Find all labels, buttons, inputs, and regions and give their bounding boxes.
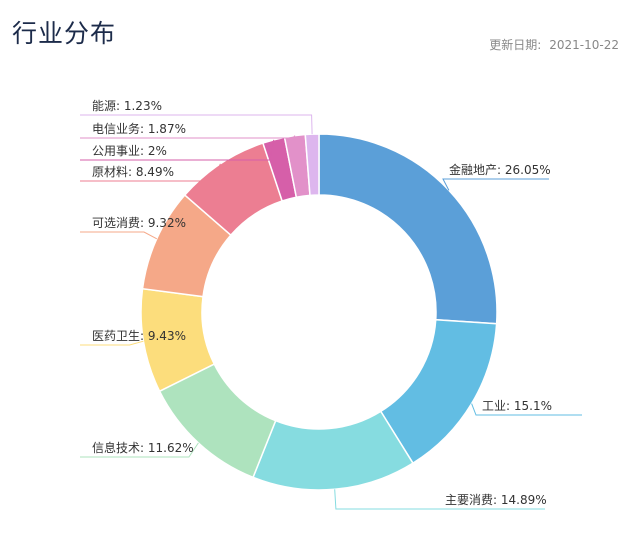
slice-label-6: 可选消费: 9.32% [92, 216, 186, 230]
slice-label-1: 金融地产: 26.05% [449, 162, 551, 177]
leader-line-9 [80, 135, 296, 139]
slice-label-8: 公用事业: 2% [92, 144, 167, 158]
donut-slice-10[interactable] [304, 133, 320, 197]
slice-label-9: 电信业务: 1.87% [92, 121, 186, 136]
slice-label-10: 能源: 1.23% [92, 99, 162, 113]
update-info: 更新日期: 2021-10-22 [489, 36, 619, 53]
leader-line-3 [334, 489, 545, 510]
leader-line-7 [80, 163, 221, 182]
leader-line-5 [80, 340, 144, 346]
leader-line-6 [80, 231, 158, 240]
update-date-label: 更新日期: [489, 38, 542, 52]
leader-line-1 [442, 178, 549, 191]
leader-line-10 [80, 114, 313, 135]
slice-label-3: 主要消费: 14.89% [445, 493, 547, 507]
slice-label-7: 原材料: 8.49% [92, 165, 174, 179]
leader-line-2 [471, 403, 582, 416]
page-title: 行业分布 [12, 19, 117, 48]
slice-label-4: 信息技术: 11.62% [92, 440, 194, 455]
donut-slice-1[interactable] [318, 133, 498, 325]
leader-line-4 [80, 442, 199, 458]
leader-line-8 [80, 139, 275, 161]
update-date-value: 2021-10-22 [549, 38, 619, 52]
slice-label-5: 医药卫生: 9.43% [92, 329, 186, 343]
slice-label-2: 工业: 15.1% [482, 399, 552, 413]
